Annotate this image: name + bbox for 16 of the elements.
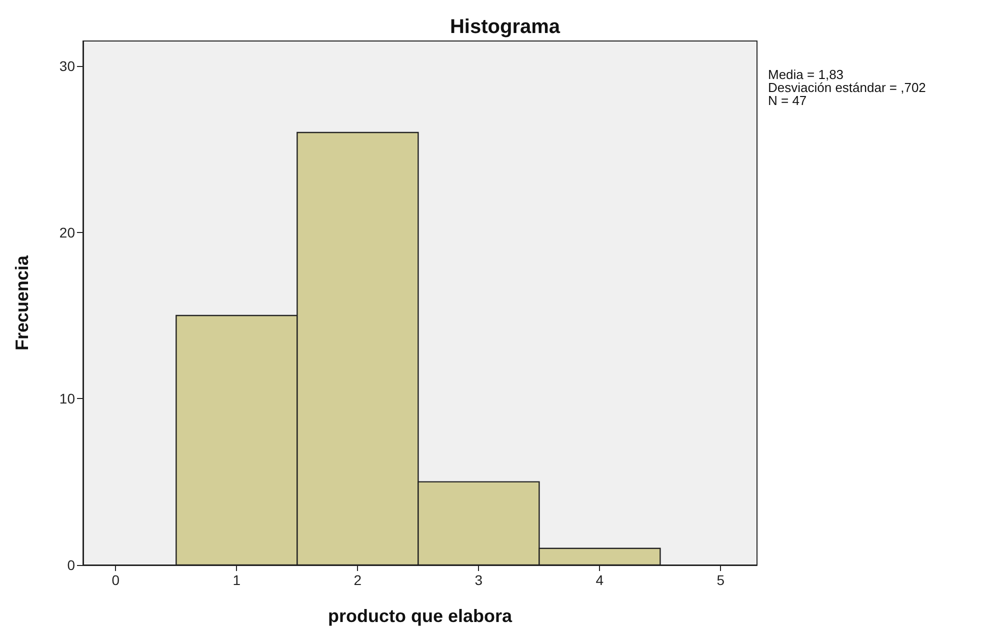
- x-tick-label: 0: [112, 572, 120, 588]
- y-axis-title: Frecuencia: [12, 254, 32, 351]
- text: N = 47: [768, 93, 807, 108]
- x-tick-label: 3: [474, 572, 483, 588]
- y-tick-label: 0: [67, 557, 76, 573]
- chart-title: Histograma: [450, 16, 561, 38]
- y-tick-label: 10: [59, 390, 76, 407]
- y-tick-label: 20: [59, 224, 76, 240]
- x-tick-label: 5: [716, 572, 725, 588]
- x-tick-label: 2: [354, 572, 362, 588]
- y-tick-label: 30: [59, 58, 76, 74]
- text: Media = 1,83: [768, 67, 844, 82]
- x-axis-title: producto que elabora: [328, 606, 513, 626]
- text: Desviación estándar = ,702: [768, 80, 926, 95]
- x-tick-label: 1: [232, 572, 241, 588]
- x-tick-label: 4: [596, 572, 604, 588]
